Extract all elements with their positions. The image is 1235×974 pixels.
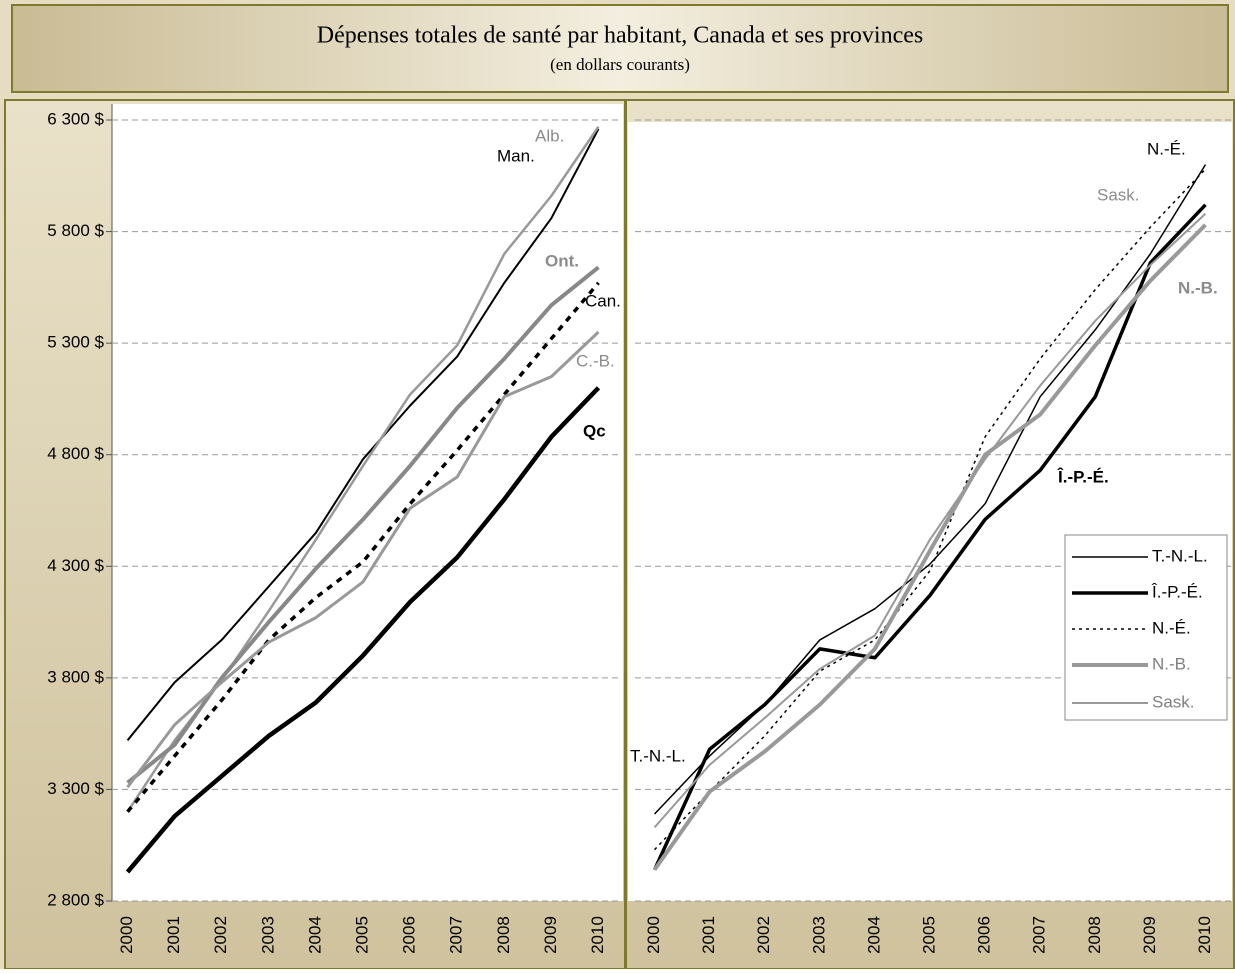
x-tick-label: 2000 (644, 916, 663, 954)
series-label: Can. (585, 291, 621, 310)
series-line (652, 223, 1207, 871)
x-tick-label: 2005 (352, 916, 371, 954)
legend-label: Sask. (1152, 692, 1195, 711)
x-tick-label: 2002 (211, 916, 230, 954)
legend-label: Î.-P.-É. (1151, 582, 1203, 601)
x-tick-label: 2009 (1140, 916, 1159, 954)
x-tick-label: 2002 (754, 916, 773, 954)
series-label: Alb. (535, 126, 564, 145)
series-line (126, 265, 600, 785)
series-line (654, 168, 1206, 851)
x-tick-label: 2004 (305, 916, 324, 954)
x-tick-label: 2001 (699, 916, 718, 954)
x-tick-label: 2005 (919, 916, 938, 954)
legend-label: N.-B. (1152, 654, 1191, 673)
x-tick-label: 2008 (1085, 916, 1104, 954)
x-tick-label: 2003 (809, 916, 828, 954)
x-tick-label: 2009 (541, 916, 560, 954)
series-line (126, 281, 600, 813)
series-label: T.-N.-L. (630, 746, 686, 765)
x-tick-label: 2010 (588, 916, 607, 954)
y-tick-label: 5 300 $ (47, 333, 104, 352)
x-tick-label: 2001 (164, 916, 183, 954)
series-label: N.-B. (1178, 278, 1218, 297)
legend-label: N.-É. (1152, 618, 1191, 637)
y-tick-label: 2 800 $ (47, 890, 104, 909)
series-label: Sask. (1097, 185, 1140, 204)
chart-subtitle: (en dollars courants) (550, 55, 690, 74)
y-tick-label: 3 800 $ (47, 667, 104, 686)
series-label: Qc (583, 421, 606, 440)
x-tick-label: 2007 (447, 916, 466, 954)
x-tick-label: 2003 (258, 916, 277, 954)
y-tick-label: 6 300 $ (47, 109, 104, 128)
legend-label: T.-N.-L. (1152, 546, 1208, 565)
series-line (652, 203, 1207, 871)
x-tick-label: 2008 (494, 916, 513, 954)
y-tick-label: 5 800 $ (47, 221, 104, 240)
y-tick-label: 4 800 $ (47, 444, 104, 463)
series-label: Ont. (545, 251, 579, 270)
series-label: Î.-P.-É. (1057, 467, 1109, 486)
y-tick-label: 3 300 $ (47, 779, 104, 798)
series-label: Man. (497, 146, 535, 165)
legend: T.-N.-L. Î.-P.-É. N.-É. N.-B. Sask. (1064, 534, 1228, 721)
series-label: C.-B. (576, 351, 615, 370)
x-tick-label: 2010 (1195, 916, 1214, 954)
series-line (126, 128, 600, 741)
right-plot-area (628, 122, 1232, 901)
y-tick-label: 4 300 $ (47, 556, 104, 575)
x-tick-label: 2006 (400, 916, 419, 954)
series-line (126, 330, 600, 789)
chart-title: Dépenses totales de santé par habitant, … (317, 23, 923, 49)
series-line (653, 212, 1207, 829)
x-tick-label: 2004 (864, 916, 883, 954)
x-tick-label: 2007 (1030, 916, 1049, 954)
x-tick-label: 2006 (975, 916, 994, 954)
title-box (11, 4, 1229, 93)
legend-box (1064, 534, 1228, 721)
series-label: N.-É. (1147, 139, 1186, 158)
series-line (125, 386, 601, 874)
x-tick-label: 2000 (117, 916, 136, 954)
